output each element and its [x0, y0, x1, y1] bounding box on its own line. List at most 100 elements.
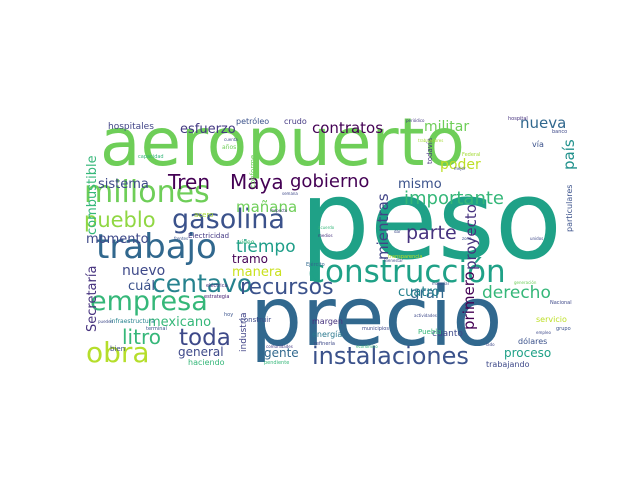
word-infraestructura: infraestructura — [110, 318, 155, 325]
word-instalaciones: instalaciones — [312, 342, 469, 370]
word-electrica: eléctrica — [206, 282, 228, 289]
word-bien: bien — [110, 345, 125, 353]
word-millones: millones — [84, 175, 210, 210]
word-tiempo: tiempo — [236, 237, 296, 257]
word-medios: medios — [318, 233, 333, 238]
word-generacion: generación — [514, 280, 537, 285]
word-haciendo: haciendo — [188, 358, 225, 367]
word-cuatro: cuatro — [398, 285, 440, 300]
word-primero: primero — [460, 271, 478, 330]
word-capacidad: capacidad — [138, 154, 164, 160]
word-terminal: terminal — [146, 326, 167, 332]
word-toda: toda — [179, 325, 231, 351]
word-unidos: unidos — [530, 236, 543, 241]
word-economico: económico — [356, 344, 378, 349]
word-proceso: proceso — [504, 346, 551, 360]
word-mientras: mientras — [374, 193, 392, 260]
word-nacional: Nacional — [550, 300, 572, 306]
word-municipios: municipios — [362, 326, 389, 332]
word-militar: militar — [424, 119, 469, 135]
word-construccion: construcción — [308, 254, 506, 290]
word-contratos: contratos — [312, 119, 383, 137]
word-mismo: mismo — [398, 177, 442, 192]
word-bienestar: Bienestar — [384, 258, 403, 263]
word-proyecto: proyecto — [462, 204, 480, 270]
word-lado: lado — [486, 342, 495, 347]
word-trabajadores: trabajadores — [418, 138, 443, 143]
word-banco: banco — [552, 129, 567, 135]
word-federal: Federal — [462, 152, 480, 158]
word-secretaria: Secretaría — [85, 266, 100, 332]
word-pueblo: pueblo — [84, 208, 156, 232]
cloud-area — [80, 108, 560, 370]
word-anos: años — [222, 144, 236, 151]
word-esfuerzo: esfuerzo — [180, 122, 236, 137]
word-puebla: Puebla — [418, 328, 442, 336]
word-sistema: sistema — [98, 177, 149, 192]
word-electricidad: Electricidad — [188, 232, 229, 240]
word-maya: Maya — [230, 170, 284, 194]
word-margen: margen — [312, 317, 343, 326]
word-respecto: respecto — [270, 208, 288, 213]
word-momento: momento — [86, 232, 149, 247]
word-cual: cuál — [128, 279, 155, 294]
word-importante: importante — [404, 188, 504, 209]
word-poder: poder — [440, 157, 481, 173]
word-acuerdo: acuerdo — [318, 225, 335, 230]
word-acero: acero — [194, 211, 213, 219]
word-estrategia: estrategia — [204, 294, 229, 300]
word-gasolina: gasolina — [172, 204, 285, 235]
word-empresa: empresa — [90, 286, 208, 317]
word-crudo: crudo — [284, 117, 307, 126]
word-gobierno: gobierno — [290, 171, 369, 192]
word-centavo: centavo — [152, 269, 252, 298]
word-actividades: actividades — [414, 313, 437, 318]
word-precio: precio — [250, 270, 502, 365]
word-todavia: todavía — [426, 138, 434, 164]
word-petroleo: petróleo — [236, 116, 269, 126]
word-frentes: frentes — [174, 236, 188, 241]
word-nuevo: nuevo — [122, 263, 165, 279]
word-comunidades: comunidades — [266, 344, 293, 349]
word-cuanto: cuanto — [432, 329, 463, 339]
word-mexicano: mexicano — [148, 315, 211, 330]
word-general: general — [178, 345, 224, 359]
word-gente: gente — [264, 346, 299, 360]
word-combustible: combustible — [85, 155, 100, 235]
word-obra: obra — [86, 336, 150, 369]
word-pueden: pueden — [98, 319, 114, 324]
word-conforme: conforme — [249, 155, 257, 188]
word-video: video — [238, 239, 255, 246]
words-group: pesoprecioaeropuertoconstruccióntrabajom… — [84, 104, 578, 370]
word-periodico: periódico — [406, 118, 425, 123]
word-litro: litro — [122, 325, 161, 349]
word-peso: peso — [300, 156, 562, 284]
word-construir: construir — [240, 316, 271, 324]
word-cuenta: cuenta — [224, 137, 238, 142]
word-via: vía — [532, 140, 544, 149]
word-manera: manera — [232, 265, 282, 280]
word-dar: dar — [394, 229, 401, 234]
word-pais: país — [560, 139, 578, 170]
word-recursos: recursos — [240, 275, 334, 300]
word-derecho: derecho — [482, 283, 551, 303]
word-parte: parte — [406, 222, 457, 244]
word-grupo: grupo — [556, 326, 571, 332]
word-trabajando: trabajando — [486, 360, 530, 369]
word-ejercito: Ejército — [306, 261, 325, 268]
word-aeropuerto: aeropuerto — [100, 104, 465, 181]
word-hoy: hoy — [224, 312, 233, 318]
word-transparencia: transparencia — [388, 254, 423, 260]
word-manana: mañana — [236, 198, 297, 216]
word-servicio: servicio — [536, 315, 567, 324]
word-hospital: hospital — [508, 116, 528, 122]
word-semana: semana — [282, 191, 298, 196]
word-material: material — [432, 281, 449, 286]
word-trabajo: trabajo — [96, 227, 217, 267]
word-nueva: nueva — [520, 114, 566, 132]
word-mejor: mejor — [454, 166, 466, 171]
word-pendiente: pendiente — [264, 360, 289, 366]
word-refineria: refinería — [314, 340, 335, 347]
word-hospitales: hospitales — [108, 122, 154, 132]
